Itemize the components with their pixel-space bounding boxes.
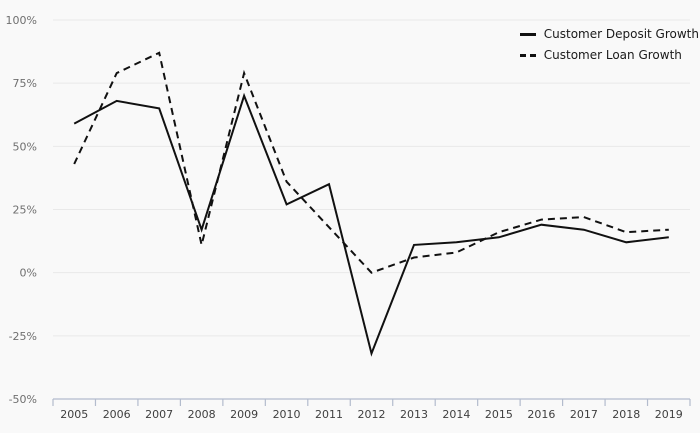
legend-item-loan-growth: Customer Loan Growth [519, 48, 699, 62]
customer-deposit-growth-line [73, 92, 669, 357]
x-axis-tick-label: 2014 [442, 408, 470, 421]
x-axis-tick-label: 2019 [655, 408, 683, 421]
x-axis-tick-label: 2010 [273, 408, 301, 421]
x-axis-tick-label: 2013 [400, 408, 428, 421]
x-axis-tick-label: 2008 [188, 408, 216, 421]
y-axis-tick-label: 50% [13, 140, 37, 153]
x-axis-tick-label: 2009 [230, 408, 258, 421]
x-axis-tick-label: 2005 [60, 408, 88, 421]
y-axis-tick-label: 100% [6, 14, 37, 27]
y-axis-tick-label: 25% [13, 204, 37, 217]
legend: Customer Deposit Growth Customer Loan Gr… [519, 27, 699, 62]
solid-line-swatch [519, 32, 536, 36]
y-axis-tick-label: 0% [20, 267, 37, 280]
legend-item-deposit-growth: Customer Deposit Growth [519, 27, 699, 41]
x-axis-tick-label: 2015 [485, 408, 513, 421]
customer-loan-growth-line [73, 51, 669, 274]
x-axis-tick-label: 2016 [527, 408, 555, 421]
y-axis-tick-label: -50% [9, 393, 37, 406]
x-axis-tick-label: 2011 [315, 408, 343, 421]
y-axis-tick-label: -25% [9, 330, 37, 343]
legend-label-deposit-growth: Customer Deposit Growth [543, 27, 699, 41]
x-axis-tick-label: 2006 [103, 408, 131, 421]
x-axis-tick-label: 2012 [358, 408, 386, 421]
dashed-line-swatch [519, 53, 536, 57]
legend-label-loan-growth: Customer Loan Growth [543, 48, 682, 62]
x-axis-tick-label: 2018 [612, 408, 640, 421]
x-axis-tick-label: 2007 [145, 408, 173, 421]
x-axis-tick-label: 2017 [570, 408, 598, 421]
y-axis-tick-label: 75% [13, 77, 37, 90]
